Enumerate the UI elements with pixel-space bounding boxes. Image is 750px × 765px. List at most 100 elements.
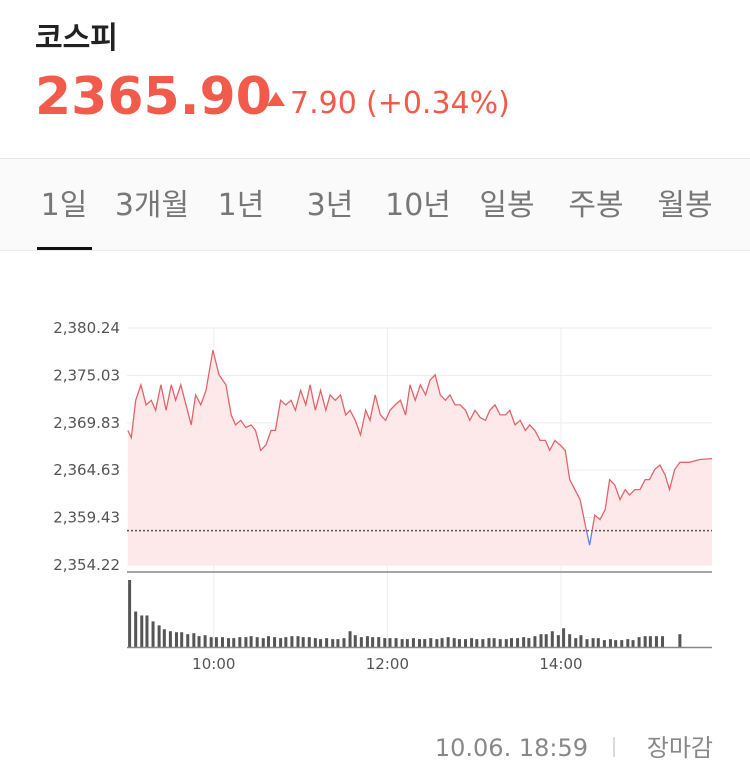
volume-bar <box>648 636 652 647</box>
volume-bar <box>527 638 531 647</box>
volume-bar <box>353 635 357 647</box>
tab[interactable]: 월봉 <box>657 188 712 223</box>
volume-bar <box>492 638 496 647</box>
volume-bar <box>452 638 456 647</box>
volume-bar <box>539 634 543 647</box>
volume-bar <box>279 638 283 647</box>
volume-bar <box>435 639 439 647</box>
volume-bar <box>568 634 572 647</box>
y-tick-label: 2,380.24 <box>53 319 120 337</box>
volume-bar <box>365 636 369 647</box>
volume-bar <box>342 638 346 647</box>
tab[interactable]: 주봉 <box>568 188 623 223</box>
tab[interactable]: 일봉 <box>479 188 534 223</box>
volume-bar <box>273 637 277 647</box>
change-percent: (+0.34%) <box>366 86 510 121</box>
volume-bar <box>255 637 259 647</box>
price-line <box>127 350 713 546</box>
volume-bar <box>336 639 340 647</box>
chart: 2,380.24 2,375.03 2,369.83 2,364.63 2,359.43… <box>53 319 713 673</box>
volume-bar <box>678 634 682 647</box>
tab[interactable]: 3개월 <box>115 188 189 223</box>
volume-bar <box>284 637 288 647</box>
volume-bar <box>475 639 479 647</box>
status: 장마감 <box>647 734 713 762</box>
volume-bar <box>348 631 352 647</box>
volume-bar <box>423 639 427 647</box>
volume-bar <box>579 635 583 647</box>
volume-bar <box>145 615 149 647</box>
volume-bar <box>637 637 641 647</box>
y-tick-label: 2,354.22 <box>53 556 120 574</box>
tab[interactable]: 3년 <box>307 188 354 223</box>
volume-bar <box>249 636 253 647</box>
volume-bar <box>418 639 421 647</box>
y-tick-label: 2,375.03 <box>53 366 120 384</box>
volume-bar <box>134 611 138 647</box>
area <box>127 350 713 565</box>
volume-bar <box>227 638 231 647</box>
y-tick-label: 2,359.43 <box>53 509 120 527</box>
volume-bar <box>244 637 248 647</box>
volume-bar <box>307 637 311 647</box>
volume-bar <box>394 638 398 647</box>
volume-bar <box>596 638 600 647</box>
volume-bar <box>290 636 294 647</box>
volume-bar <box>383 638 387 647</box>
volume-bar <box>151 621 155 647</box>
volume-bar <box>504 639 508 647</box>
volume-bar <box>319 639 323 647</box>
volume-bar <box>405 639 409 647</box>
volume-bar <box>157 625 161 647</box>
tab-underline <box>37 247 92 250</box>
volume-bar <box>162 629 166 647</box>
volume-bar <box>371 637 375 647</box>
volume-bar <box>516 638 520 647</box>
index-name: 코스피 <box>35 21 118 56</box>
y-tick-label: 2,364.63 <box>53 461 120 479</box>
tab[interactable]: 1일 <box>41 188 88 223</box>
tab-bar <box>0 159 750 250</box>
volume-bar <box>574 638 578 647</box>
timestamp: 10.06. 18:59 <box>435 734 588 762</box>
change: 7.90 <box>290 86 357 121</box>
volume-bar <box>209 637 213 647</box>
volume-bar <box>464 639 468 647</box>
volume-bar <box>654 636 658 647</box>
volume-bar <box>457 639 461 647</box>
volume-bar <box>661 636 665 647</box>
volume-bar <box>128 580 132 647</box>
volume-bar <box>446 637 450 647</box>
tab[interactable]: 1년 <box>218 188 265 223</box>
volume-bar <box>186 634 190 647</box>
volume-bar <box>620 640 624 647</box>
volume-bar <box>602 640 606 647</box>
volume-bar <box>562 628 566 647</box>
volume-bar <box>197 636 201 647</box>
volume-bar <box>313 638 317 647</box>
volume-bar <box>174 632 178 647</box>
volume-bar <box>510 638 514 647</box>
volume-bar <box>440 638 444 647</box>
volume-bar <box>400 639 404 647</box>
volume-bar <box>203 635 207 647</box>
volume-bar <box>140 615 144 647</box>
volume-bar <box>296 636 300 647</box>
volume-bar <box>214 637 218 647</box>
tab[interactable]: 10년 <box>385 188 451 223</box>
volume-bar <box>626 639 630 647</box>
tabs: 1일 3개월 1년 3년 10년 일봉 주봉 월봉 <box>37 188 713 250</box>
volume-bar <box>498 639 502 647</box>
x-tick-label: 10:00 <box>192 655 235 673</box>
volume-bar <box>544 634 548 647</box>
volume-bar <box>238 637 242 647</box>
volume-bar <box>550 631 554 647</box>
volume-bar <box>359 637 363 647</box>
volume-bar <box>533 636 537 647</box>
volume-bar <box>487 638 491 647</box>
volume-bar <box>522 637 526 647</box>
volume-bar <box>261 638 265 647</box>
volume-bar <box>377 637 381 647</box>
